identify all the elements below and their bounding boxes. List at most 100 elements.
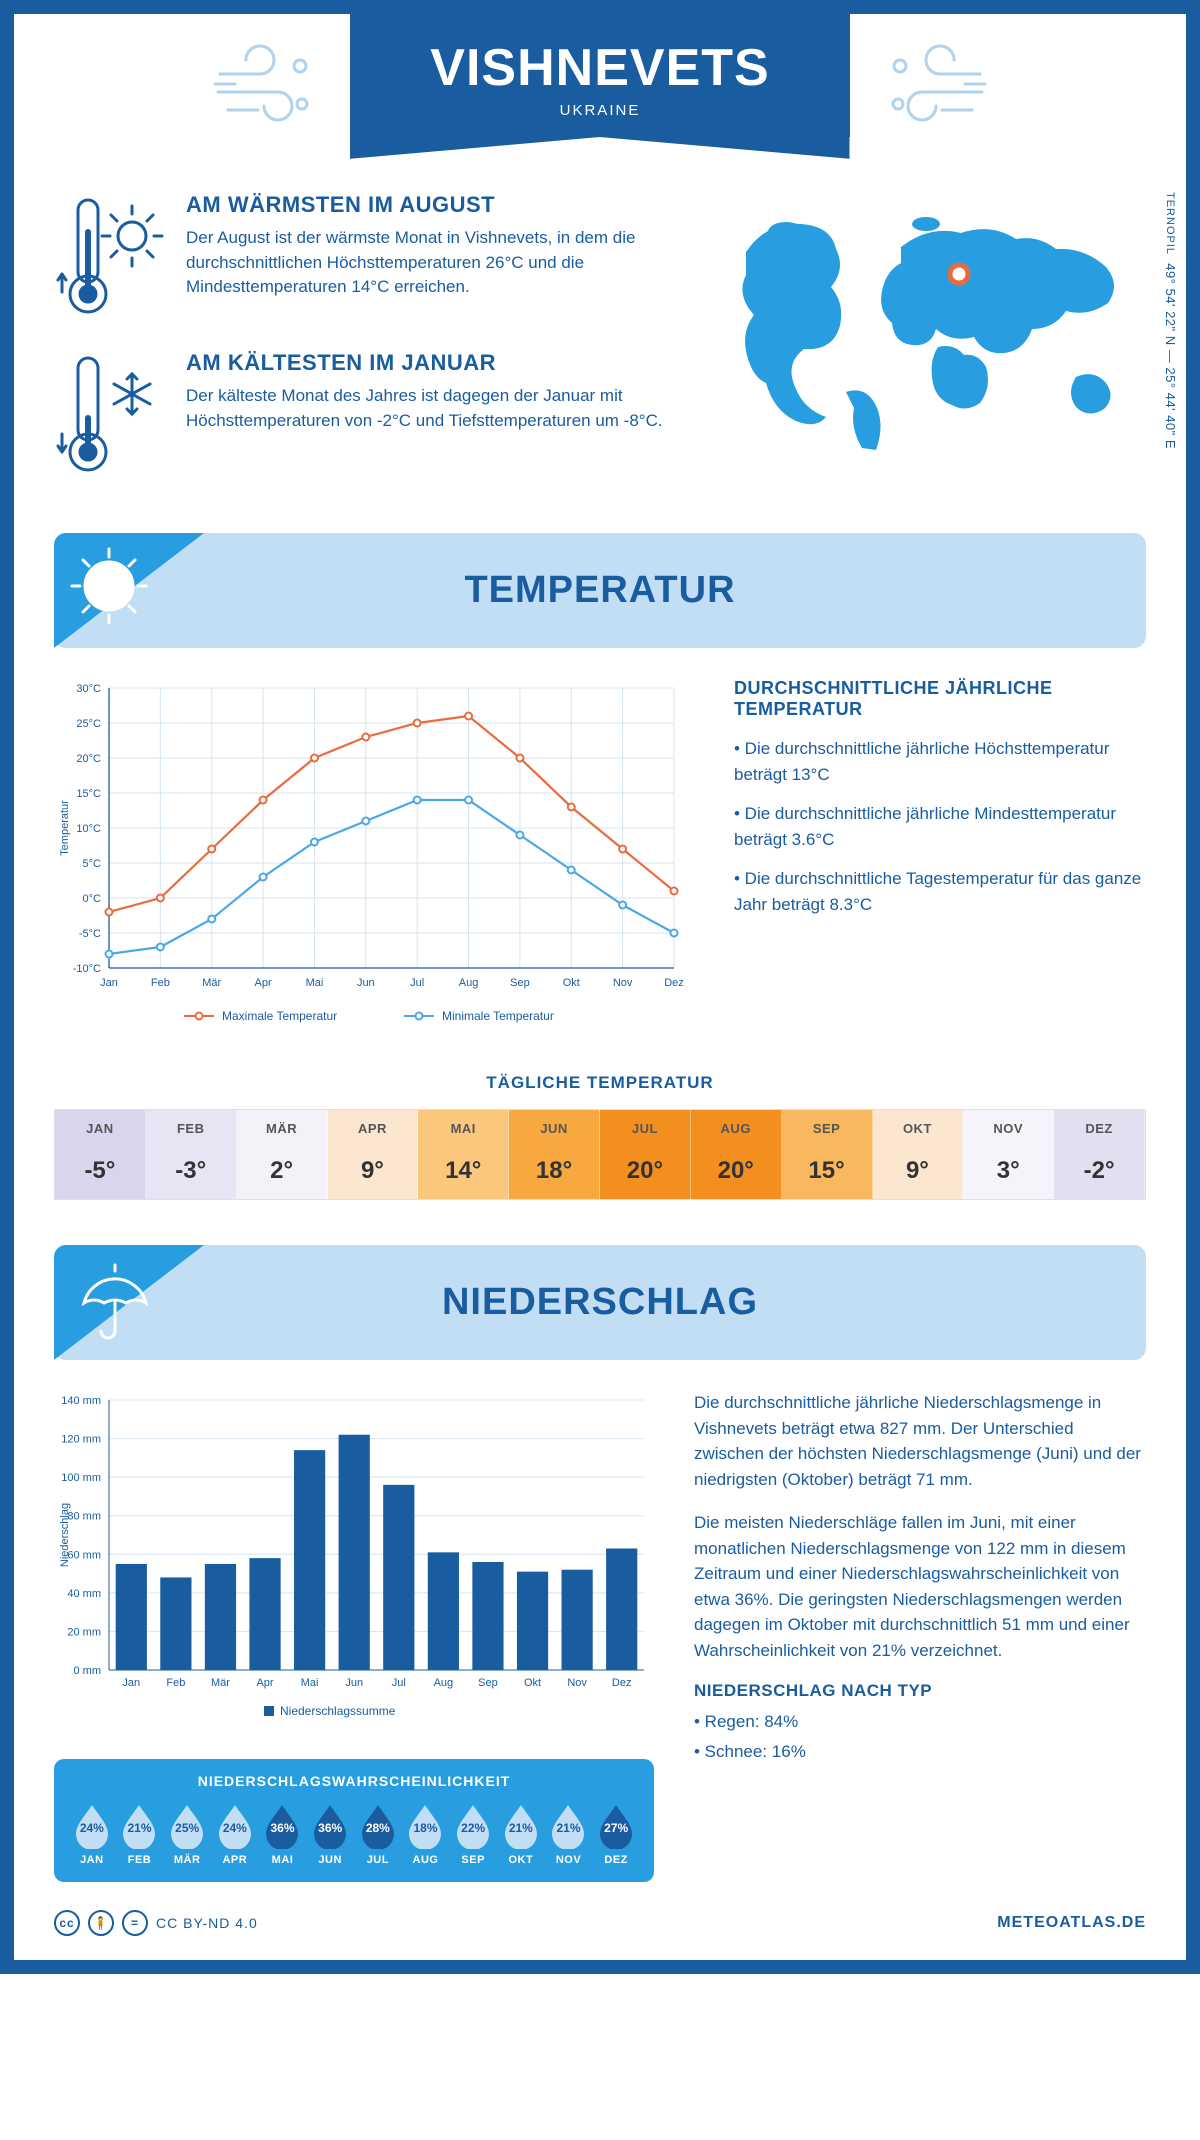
svg-text:Apr: Apr xyxy=(256,1677,273,1689)
svg-text:Sep: Sep xyxy=(478,1677,498,1689)
prob-month: DEZ xyxy=(594,1854,638,1866)
prob-value: 25% xyxy=(165,1821,209,1835)
svg-text:-5°C: -5°C xyxy=(79,928,101,940)
daily-month: AUG xyxy=(691,1110,781,1145)
precipitation-summary: Die durchschnittliche jährliche Niedersc… xyxy=(694,1390,1146,1782)
prob-value: 21% xyxy=(499,1821,543,1835)
temperature-section-header: TEMPERATUR xyxy=(54,533,1146,648)
daily-month: OKT xyxy=(873,1110,963,1145)
svg-text:Okt: Okt xyxy=(563,977,580,989)
precipitation-section-header: NIEDERSCHLAG xyxy=(54,1245,1146,1360)
svg-text:20°C: 20°C xyxy=(76,753,101,765)
svg-text:Dez: Dez xyxy=(664,977,684,989)
svg-text:Temperatur: Temperatur xyxy=(59,800,71,856)
country-label: UKRAINE xyxy=(430,102,769,119)
svg-text:Jul: Jul xyxy=(392,1677,406,1689)
daily-value: 15° xyxy=(782,1145,872,1199)
temperature-line-chart: -10°C-5°C0°C5°C10°C15°C20°C25°C30°CJanFe… xyxy=(54,678,694,1043)
svg-text:Nov: Nov xyxy=(567,1677,587,1689)
daily-month: JUN xyxy=(509,1110,599,1145)
svg-text:Jan: Jan xyxy=(100,977,118,989)
prob-month: JUN xyxy=(308,1854,352,1866)
svg-text:Mai: Mai xyxy=(306,977,324,989)
daily-month: MAI xyxy=(418,1110,508,1145)
prob-month: SEP xyxy=(451,1854,495,1866)
prob-value: 36% xyxy=(261,1821,305,1835)
temperature-summary: DURCHSCHNITTLICHE JÄHRLICHE TEMPERATUR •… xyxy=(734,678,1146,931)
daily-value: -2° xyxy=(1054,1145,1144,1199)
daily-value: -3° xyxy=(146,1145,236,1199)
svg-text:20 mm: 20 mm xyxy=(67,1626,101,1638)
svg-text:25°C: 25°C xyxy=(76,718,101,730)
svg-text:Okt: Okt xyxy=(524,1677,541,1689)
svg-text:15°C: 15°C xyxy=(76,788,101,800)
svg-text:0 mm: 0 mm xyxy=(74,1665,102,1677)
cold-title: AM KÄLTESTEN IM JANUAR xyxy=(186,350,686,376)
prob-value: 28% xyxy=(356,1821,400,1835)
daily-value: 9° xyxy=(873,1145,963,1199)
svg-text:Mai: Mai xyxy=(301,1677,319,1689)
svg-text:Feb: Feb xyxy=(151,977,170,989)
city-title: VISHNEVETS xyxy=(430,38,769,98)
wind-icon xyxy=(210,44,320,134)
umbrella-icon xyxy=(66,1255,156,1350)
prob-month: NOV xyxy=(547,1854,591,1866)
cc-icon: cc xyxy=(54,1910,80,1936)
svg-text:Jun: Jun xyxy=(357,977,375,989)
prob-value: 21% xyxy=(118,1821,162,1835)
svg-text:Aug: Aug xyxy=(459,977,479,989)
daily-value: 9° xyxy=(328,1145,418,1199)
daily-value: 18° xyxy=(509,1145,599,1199)
svg-text:Nov: Nov xyxy=(613,977,633,989)
prob-value: 22% xyxy=(451,1821,495,1835)
cold-fact: AM KÄLTESTEN IM JANUAR Der kälteste Mona… xyxy=(54,350,686,480)
world-map: TERNOPIL 49° 54' 22" N — 25° 44' 40" E xyxy=(716,192,1146,508)
daily-month: JAN xyxy=(55,1110,145,1145)
daily-temp-table: JAN-5°FEB-3°MÄR2°APR9°MAI14°JUN18°JUL20°… xyxy=(54,1109,1146,1200)
svg-text:Feb: Feb xyxy=(166,1677,185,1689)
wind-icon xyxy=(880,44,990,134)
daily-month: APR xyxy=(328,1110,418,1145)
prob-value: 36% xyxy=(308,1821,352,1835)
svg-text:-10°C: -10°C xyxy=(73,963,101,975)
prob-month: MAI xyxy=(261,1854,305,1866)
svg-text:10°C: 10°C xyxy=(76,823,101,835)
svg-text:Mär: Mär xyxy=(202,977,221,989)
svg-text:30°C: 30°C xyxy=(76,683,101,695)
source-label: METEOATLAS.DE xyxy=(997,1914,1146,1932)
svg-text:120 mm: 120 mm xyxy=(61,1434,101,1446)
prob-month: FEB xyxy=(118,1854,162,1866)
coordinates: TERNOPIL 49° 54' 22" N — 25° 44' 40" E xyxy=(1163,192,1178,449)
prob-value: 21% xyxy=(547,1821,591,1835)
svg-text:Niederschlagssumme: Niederschlagssumme xyxy=(280,1704,396,1718)
precipitation-probability: NIEDERSCHLAGSWAHRSCHEINLICHKEIT 24%JAN21… xyxy=(54,1759,654,1882)
license-text: CC BY-ND 4.0 xyxy=(156,1915,258,1931)
prob-month: OKT xyxy=(499,1854,543,1866)
prob-value: 18% xyxy=(404,1821,448,1835)
cold-text: Der kälteste Monat des Jahres ist dagege… xyxy=(186,384,686,433)
prob-month: MÄR xyxy=(165,1854,209,1866)
daily-month: MÄR xyxy=(237,1110,327,1145)
warm-text: Der August ist der wärmste Monat in Vish… xyxy=(186,226,686,300)
footer: cc 🧍 = CC BY-ND 4.0 METEOATLAS.DE xyxy=(54,1882,1146,1960)
thermometer-hot-icon xyxy=(54,192,164,322)
svg-text:Apr: Apr xyxy=(255,977,272,989)
svg-text:100 mm: 100 mm xyxy=(61,1472,101,1484)
daily-value: 20° xyxy=(691,1145,781,1199)
svg-text:60 mm: 60 mm xyxy=(67,1549,101,1561)
thermometer-cold-icon xyxy=(54,350,164,480)
svg-text:0°C: 0°C xyxy=(83,893,102,905)
precipitation-bar-chart: 0 mm20 mm40 mm60 mm80 mm100 mm120 mm140 … xyxy=(54,1390,654,1882)
svg-text:80 mm: 80 mm xyxy=(67,1511,101,1523)
prob-month: JUL xyxy=(356,1854,400,1866)
daily-value: -5° xyxy=(55,1145,145,1199)
svg-text:Aug: Aug xyxy=(434,1677,454,1689)
daily-month: DEZ xyxy=(1054,1110,1144,1145)
svg-text:40 mm: 40 mm xyxy=(67,1588,101,1600)
prob-value: 27% xyxy=(594,1821,638,1835)
daily-value: 14° xyxy=(418,1145,508,1199)
daily-value: 3° xyxy=(963,1145,1053,1199)
svg-text:Dez: Dez xyxy=(612,1677,632,1689)
header-banner: VISHNEVETS UKRAINE xyxy=(54,14,1146,137)
warm-fact: AM WÄRMSTEN IM AUGUST Der August ist der… xyxy=(54,192,686,322)
